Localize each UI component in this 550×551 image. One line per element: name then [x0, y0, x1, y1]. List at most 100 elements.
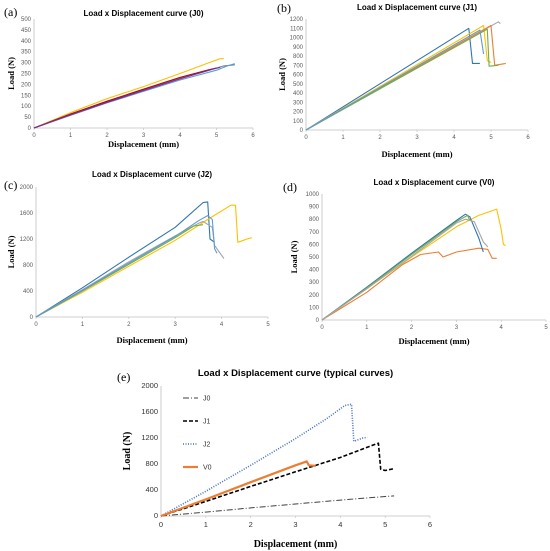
y-tick-label: 300	[21, 61, 32, 67]
y-tick-label: 1200	[141, 433, 158, 442]
x-tick-label: 0	[320, 325, 324, 331]
x-tick-label: 5	[544, 325, 548, 331]
y-tick-label: 450	[21, 28, 32, 34]
series-line-5	[35, 215, 218, 318]
y-tick-label: 1100	[290, 26, 304, 32]
x-tick-label: 4	[338, 520, 342, 529]
y-tick-label: 0	[154, 511, 158, 520]
y-tick-label: 900	[293, 45, 304, 51]
y-tick-label: 500	[21, 17, 32, 23]
y-tick-label: 350	[21, 50, 32, 56]
x-tick-label: 3	[293, 520, 297, 529]
x-tick-label: 0	[32, 133, 36, 139]
legend-label-j2: J2	[203, 442, 211, 449]
series-line-4	[305, 24, 506, 131]
panel-label: (b)	[277, 1, 291, 15]
y-tick-label: 700	[293, 63, 304, 69]
x-tick-label: 5	[215, 133, 219, 139]
series-line-1	[33, 58, 224, 129]
x-tick-label: 5	[489, 135, 493, 141]
series-line-j1	[160, 442, 395, 517]
y-tick-label: 1000	[290, 36, 304, 42]
x-tick-label: 2	[410, 325, 414, 331]
x-tick-label: 0	[34, 322, 38, 328]
series-line-v0	[160, 460, 316, 518]
y-tick-label: 0	[300, 128, 304, 134]
y-tick-label: 0	[28, 126, 32, 132]
y-tick-label: 600	[309, 242, 320, 248]
series-line-4	[33, 67, 217, 129]
series-line-3	[35, 220, 225, 318]
x-tick-label: 1	[81, 322, 85, 328]
y-tick-label: 900	[309, 205, 320, 211]
x-tick-label: 3	[174, 322, 178, 328]
x-axis-label: Displacement (mm)	[108, 139, 179, 149]
panel-label: (a)	[4, 5, 17, 19]
y-tick-label: 1600	[20, 211, 34, 217]
legend-label-j1: J1	[203, 419, 211, 426]
y-tick-label: 2000	[141, 381, 158, 390]
chart-panel-2: (b) Load x Displacement curve (J1) 0 1 2 3 4 5 6…	[277, 1, 530, 159]
y-tick-label: 200	[21, 82, 32, 88]
series-line-j2	[160, 403, 368, 517]
y-tick-label: 200	[293, 110, 304, 116]
x-tick-label: 3	[142, 133, 146, 139]
x-axis-label: Displacement (mm)	[116, 335, 187, 345]
series-line-5	[321, 218, 489, 321]
x-tick-label: 6	[251, 133, 255, 139]
series-line-5	[305, 28, 499, 131]
y-tick-label: 800	[293, 54, 304, 60]
x-tick-label: 2	[105, 133, 109, 139]
y-tick-label: 1200	[290, 17, 304, 23]
series-line-1	[305, 27, 480, 131]
y-axis-label: Load (N)	[277, 58, 287, 91]
panel-label: (d)	[283, 180, 297, 194]
chart-title: Load x Displacement curve (typical curve…	[198, 368, 393, 379]
series-line-2	[35, 204, 252, 318]
y-tick-label: 800	[23, 263, 34, 269]
panel-label: (c)	[4, 178, 17, 192]
x-tick-label: 2	[378, 135, 382, 141]
x-tick-label: 1	[365, 325, 369, 331]
y-tick-label: 1000	[306, 192, 320, 198]
y-tick-label: 400	[309, 268, 320, 274]
x-tick-label: 2	[249, 520, 253, 529]
x-tick-label: 3	[415, 135, 419, 141]
series-line-1	[35, 201, 215, 318]
x-tick-label: 1	[204, 520, 208, 529]
y-axis-label: Load (N)	[122, 432, 133, 471]
y-tick-label: 300	[293, 100, 304, 106]
y-tick-label: 1200	[20, 237, 34, 243]
x-tick-label: 6	[428, 520, 432, 529]
x-axis-label: Displacement (mm)	[398, 336, 469, 346]
x-tick-label: 2	[127, 322, 131, 328]
y-tick-label: 800	[309, 217, 320, 223]
chart-title: Load x Displacement curve (V0)	[374, 178, 495, 187]
series-line-3	[33, 63, 235, 129]
y-tick-label: 400	[21, 39, 32, 45]
series-line-j0	[160, 495, 395, 517]
x-tick-label: 4	[178, 133, 182, 139]
chart-title: Load x Displacement curve (J2)	[92, 170, 212, 179]
chart-panel-1: (a) Load x Displacement curve (J0) 0 1 2 3 4 5 6…	[4, 5, 255, 149]
y-tick-label: 500	[309, 255, 320, 261]
y-tick-label: 150	[21, 93, 32, 99]
y-tick-label: 500	[293, 82, 304, 88]
y-tick-label: 0	[30, 315, 34, 321]
x-axis-label: Displacement (mm)	[381, 149, 452, 159]
chart-panel-5: (e) Load x Displacement curve (typical cu…	[117, 368, 432, 550]
series-line-5	[33, 66, 221, 129]
y-axis-label: Load (N)	[289, 240, 299, 273]
x-tick-label: 6	[526, 135, 530, 141]
chart-panel-4: (d) Load x Displacement curve (V0)0 1 2 3 4 50…	[283, 178, 548, 346]
chart-title: Load x Displacement curve (J0)	[83, 9, 203, 18]
y-tick-label: 1600	[141, 407, 158, 416]
y-tick-label: 600	[293, 73, 304, 79]
y-tick-label: 100	[309, 305, 320, 311]
y-tick-label: 100	[21, 104, 32, 110]
x-tick-label: 3	[455, 325, 459, 331]
x-tick-label: 0	[304, 135, 308, 141]
x-axis-label: Displacement (mm)	[254, 539, 338, 550]
x-tick-label: 1	[69, 133, 73, 139]
